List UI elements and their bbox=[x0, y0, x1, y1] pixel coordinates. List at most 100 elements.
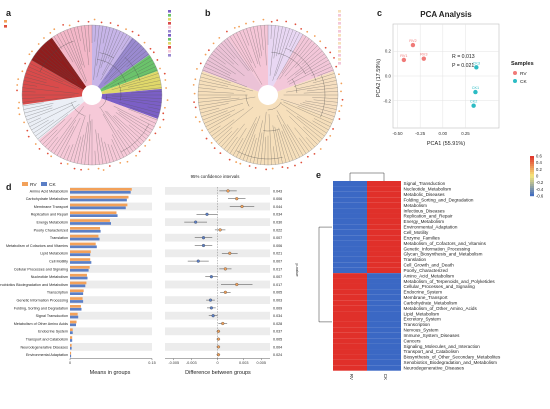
heatmap-cell bbox=[367, 235, 401, 241]
tree-a-branch bbox=[100, 108, 131, 154]
tree-b-branch bbox=[282, 124, 300, 158]
bar-rv bbox=[70, 250, 91, 254]
tree-a-branch bbox=[39, 119, 66, 142]
tree-a-branch bbox=[73, 136, 82, 163]
heatmap-cell bbox=[367, 262, 401, 268]
tree-a-tip-marker bbox=[143, 41, 146, 44]
tree-a-branch bbox=[66, 144, 74, 161]
category-label: Replication and Repair bbox=[31, 213, 69, 217]
heatmap-cell bbox=[333, 321, 367, 328]
tree-a-branch bbox=[137, 63, 155, 72]
tree-a-tip-marker bbox=[17, 107, 20, 109]
heatmap-cell bbox=[333, 224, 367, 230]
tree-a-branch bbox=[119, 102, 160, 114]
tree-b-legend-swatch bbox=[338, 38, 341, 41]
heatmap-row-label: Glycan_Biosynthesis_and_Metabolism bbox=[404, 252, 483, 257]
tree-b-tip-marker bbox=[219, 152, 222, 154]
tree-b-branch-arc bbox=[285, 48, 317, 81]
category-label: Xenobiotics Biodegradation and Metabolis… bbox=[0, 283, 68, 287]
bar-ck bbox=[70, 198, 127, 202]
tree-a-clade-sector bbox=[31, 37, 87, 90]
tree-b-branch bbox=[269, 25, 276, 76]
tree-a-branch bbox=[114, 42, 139, 70]
tree-b-tip-marker bbox=[319, 148, 322, 150]
pca-point bbox=[410, 42, 416, 48]
tree-a-branch bbox=[112, 115, 142, 145]
pca-legend-rv-label: RV bbox=[520, 71, 527, 77]
tree-b-branch bbox=[202, 69, 248, 88]
tree-b-branch bbox=[198, 96, 256, 107]
tree-b-branch bbox=[232, 138, 244, 156]
tree-b-tip-marker bbox=[235, 161, 238, 163]
tree-a-tip-marker bbox=[137, 34, 140, 37]
tree-a-tip-marker bbox=[80, 168, 82, 171]
heatmap-cell bbox=[367, 354, 401, 360]
category-label: Membrane Transport bbox=[34, 205, 68, 209]
pvalue-axis-label: p-value bbox=[295, 263, 300, 277]
bar-ck bbox=[70, 339, 73, 342]
tree-b-tip-marker bbox=[306, 155, 309, 158]
heatmap-cell bbox=[333, 300, 367, 306]
tree-b-branch bbox=[294, 127, 313, 150]
heatmap-cell bbox=[333, 262, 367, 268]
heatmap-color-legend: 0.60.4 0.2 0-0.2 -0.4 -0.6 bbox=[530, 154, 544, 199]
bar-ck bbox=[70, 206, 126, 210]
heatmap-cell bbox=[367, 267, 401, 274]
heatmap-cell bbox=[367, 181, 401, 187]
legend-tick-label: 0.2 bbox=[536, 167, 542, 172]
pca-y-tick-label: 0.0 bbox=[385, 74, 392, 79]
tree-a-branch bbox=[88, 25, 90, 53]
tree-a-branch bbox=[88, 120, 91, 165]
tree-a-branch bbox=[100, 34, 128, 80]
tree-a-branch bbox=[96, 25, 104, 66]
tree-a-tip-marker bbox=[152, 51, 155, 54]
tree-a-branch-arc bbox=[97, 59, 126, 83]
tree-b-tip-marker bbox=[199, 62, 202, 65]
legend-gradient-step bbox=[530, 158, 534, 161]
tree-a-branch bbox=[115, 112, 149, 137]
tree-a-legend-swatch bbox=[168, 50, 171, 53]
heatmap-cell bbox=[333, 359, 367, 366]
heatmap-cell bbox=[367, 311, 401, 317]
tree-b-legend-swatch bbox=[338, 62, 341, 65]
heatmap-row-label: Cell_Growth_and_Death bbox=[404, 263, 455, 268]
tree-a-branch bbox=[33, 56, 66, 78]
legend-gradient-step bbox=[530, 186, 534, 189]
tree-b-branch-arc bbox=[263, 129, 280, 132]
pca-grid bbox=[393, 24, 499, 128]
bar-rv bbox=[70, 351, 72, 355]
heatmap-row-label: Carbohydrate_Metabolism bbox=[404, 300, 458, 305]
tree-b-branch bbox=[221, 127, 239, 148]
heatmap-cell bbox=[367, 191, 401, 198]
tree-b-branch bbox=[275, 29, 294, 76]
tree-b-legend-swatch bbox=[338, 18, 341, 21]
tree-a-branch bbox=[111, 95, 162, 99]
pca-point bbox=[471, 103, 476, 108]
pca-point bbox=[473, 89, 478, 95]
p-value-label: 0.043 bbox=[273, 189, 282, 193]
tree-a-branch bbox=[96, 27, 111, 78]
tree-b-legend-swatch bbox=[338, 50, 341, 53]
tree-a-branch bbox=[102, 26, 107, 44]
heatmap-cell bbox=[367, 240, 401, 247]
tree-b-tip-marker bbox=[340, 90, 342, 93]
heatmap-cell bbox=[367, 321, 401, 328]
bar-rv bbox=[70, 297, 83, 300]
tree-a-branch bbox=[128, 108, 158, 121]
tree-b-branch bbox=[211, 119, 235, 137]
bar-ck bbox=[70, 331, 73, 334]
tree-a-branch bbox=[22, 97, 45, 99]
tree-b-branch bbox=[303, 91, 338, 94]
tree-a-branch bbox=[35, 103, 80, 137]
tree-b-tip-marker bbox=[193, 92, 196, 95]
tree-b-branch bbox=[300, 103, 336, 114]
tree-a-branch bbox=[126, 50, 147, 68]
heatmap-cell bbox=[333, 332, 367, 339]
difference-point bbox=[240, 204, 244, 209]
tree-a-legend-swatch bbox=[168, 42, 171, 45]
p-value-label: 0.017 bbox=[273, 267, 282, 271]
p-value-label: 0.007 bbox=[273, 275, 282, 279]
heatmap-panel: Signal_TransductionNucleotide_Metabolism… bbox=[318, 154, 544, 381]
tree-b-tip-marker bbox=[207, 49, 210, 52]
heatmap-row-label: Replication_and_Repair bbox=[404, 214, 454, 219]
